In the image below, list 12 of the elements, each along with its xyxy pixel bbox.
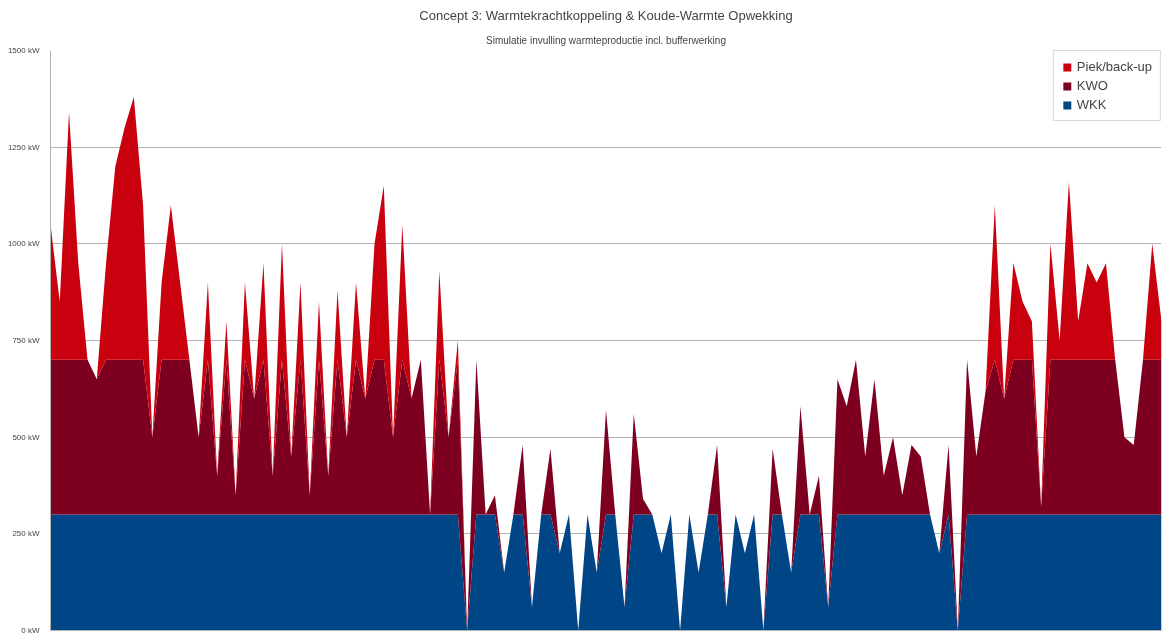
y-tick-label: 1250 kW	[7, 142, 40, 152]
y-tick-label: 1500 kW	[7, 46, 40, 55]
y-tick-label: 0 kW	[21, 626, 40, 635]
chart-title: Concept 3: Warmtekrachtkoppeling & Koude-Warmte Opwekking	[419, 7, 793, 23]
legend-label: WKK	[1076, 97, 1107, 112]
y-tick-label: 750 kW	[12, 336, 40, 345]
legend-label: KWO	[1076, 78, 1108, 93]
y-tick-label: 250 kW	[12, 529, 40, 539]
y-tick-label: 500 kW	[12, 432, 40, 442]
chart-subtitle: Simulatie invulling warmteproductie incl. bufferwerking	[486, 34, 726, 46]
y-tick-label: 1000 kW	[7, 239, 40, 249]
legend-label: Piek/back-up	[1076, 59, 1152, 74]
